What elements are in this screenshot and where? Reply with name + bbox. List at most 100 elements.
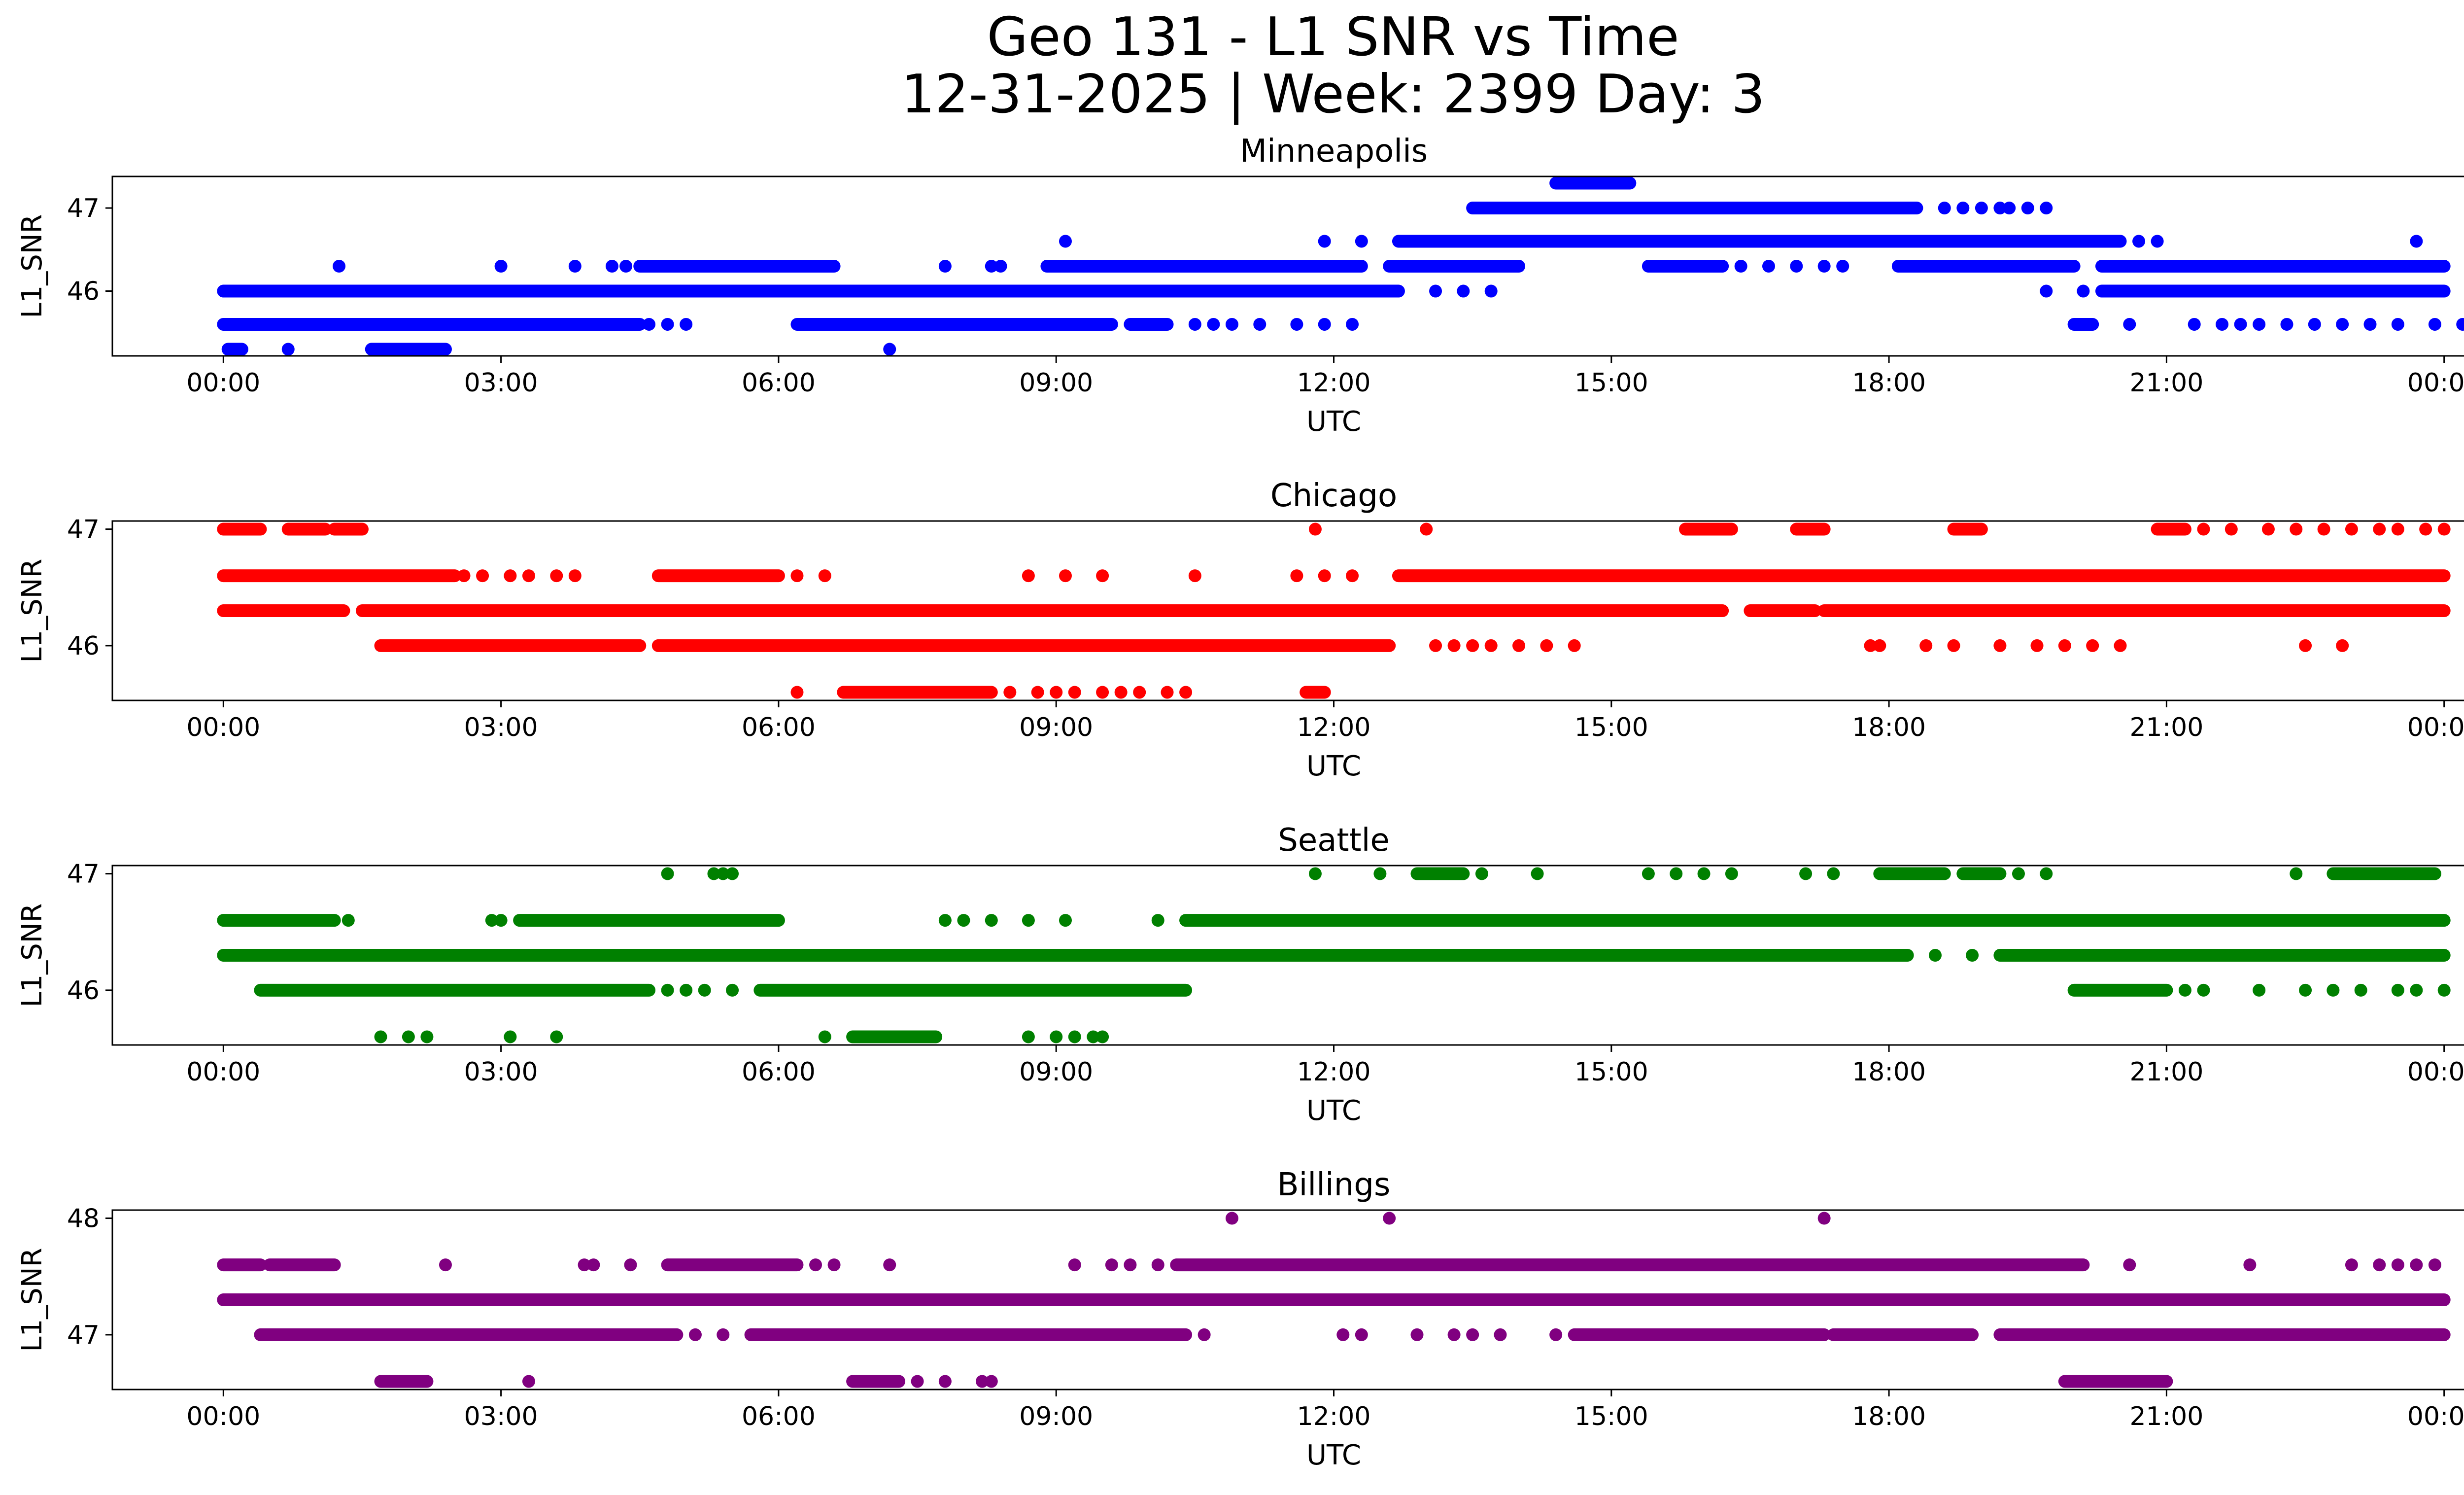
subplot-billings: Billings 00:00 03:00 06:00 09:00 12:00 15:00 18… (16, 1167, 2464, 1471)
data-point (698, 983, 711, 997)
data-point (2178, 983, 2191, 997)
data-point (2345, 1258, 2358, 1272)
data-point (2373, 1258, 2386, 1272)
data-point (522, 1375, 535, 1388)
data-point (2345, 522, 2358, 536)
data-point (457, 569, 471, 583)
data-point (1336, 1328, 1350, 1341)
x-tick-label: 09:00 (1019, 368, 1093, 398)
data-point (1475, 867, 1488, 880)
data-point-run (217, 604, 350, 617)
data-point (2123, 1258, 2136, 1272)
data-point-run (1827, 1328, 1979, 1341)
data-point (1725, 867, 1738, 880)
data-point-run (1410, 867, 1470, 880)
data-point-run (355, 604, 1729, 617)
data-point (522, 569, 535, 583)
data-point (1198, 1328, 1211, 1341)
x-tick-label: 15:00 (1574, 1402, 1648, 1431)
data-point (2077, 284, 2090, 298)
data-point (2040, 284, 2053, 298)
data-point (2114, 639, 2127, 652)
data-point (2456, 317, 2464, 331)
y-tick-label: 47 (67, 860, 100, 889)
data-point (476, 569, 489, 583)
data-point (1373, 867, 1387, 880)
figure-title-line2: 12-31-2025 | Week: 2399 Day: 3 (901, 64, 1765, 125)
data-point (1161, 686, 1174, 699)
x-tick-label: 03:00 (464, 1402, 538, 1431)
data-point-run (221, 343, 248, 356)
data-point (605, 260, 618, 273)
figure-title-line1: Geo 131 - L1 SNR vs Time (987, 6, 1679, 68)
data-point (1290, 317, 1303, 331)
data-point (1022, 914, 1035, 927)
data-point (624, 1258, 637, 1272)
x-tick-label: 09:00 (1019, 1402, 1093, 1431)
data-point-run (217, 522, 267, 536)
data-point (1429, 284, 1442, 298)
data-point-run (513, 914, 785, 927)
data-point (717, 1328, 730, 1341)
data-points (217, 176, 2464, 356)
data-point (2188, 317, 2201, 331)
x-tick-label: 06:00 (742, 368, 816, 398)
x-tick-label: 12:00 (1297, 713, 1371, 742)
subplot-title: Minneapolis (1240, 133, 1428, 170)
data-point-run (846, 1375, 906, 1388)
data-point (1420, 522, 1433, 536)
data-point (1512, 639, 1526, 652)
data-point-run (1947, 522, 1988, 536)
data-point (1975, 202, 1988, 215)
data-point (1114, 686, 1128, 699)
data-point (1864, 639, 1877, 652)
data-point (1096, 1030, 1109, 1043)
data-point (1993, 639, 2007, 652)
data-point (2327, 983, 2340, 997)
data-point (1318, 569, 1331, 583)
data-point (568, 260, 582, 273)
data-point (1253, 317, 1266, 331)
data-point (1225, 1212, 1238, 1225)
data-point-run (281, 522, 332, 536)
data-point (1494, 1328, 1507, 1341)
x-tick-label: 15:00 (1574, 713, 1648, 742)
x-tick-label: 12:00 (1297, 368, 1371, 398)
x-tick-label: 00:00 (2407, 1057, 2464, 1087)
data-point (1124, 1258, 1137, 1272)
data-point (688, 1328, 702, 1341)
data-point-run (374, 1375, 434, 1388)
x-tick-label: 21:00 (2129, 1057, 2203, 1087)
data-point (1188, 569, 1201, 583)
data-point (1346, 317, 1359, 331)
data-point (2216, 317, 2229, 331)
data-point-run (2095, 284, 2451, 298)
data-point (578, 1258, 591, 1272)
data-point (2391, 522, 2404, 536)
data-point (1429, 639, 1442, 652)
x-tick-label: 12:00 (1297, 1402, 1371, 1431)
data-point-run (2095, 260, 2451, 273)
data-point (790, 569, 804, 583)
data-point (494, 260, 508, 273)
data-point (1225, 317, 1238, 331)
data-point-run (1642, 260, 1729, 273)
data-point (1734, 260, 1747, 273)
x-tick-label: 15:00 (1574, 368, 1648, 398)
data-point (985, 1375, 998, 1388)
data-point (1096, 569, 1109, 583)
data-point (1466, 1328, 1479, 1341)
data-point (1151, 1258, 1164, 1272)
y-axis-label: L1_SNR (16, 214, 48, 318)
data-point (2030, 639, 2044, 652)
data-point (726, 867, 739, 880)
data-point (2336, 639, 2349, 652)
data-point (1836, 260, 1849, 273)
data-point (420, 1030, 434, 1043)
y-axis-label: L1_SNR (16, 903, 48, 1007)
data-point (374, 1030, 387, 1043)
data-point-run (1891, 260, 2081, 273)
data-point (1059, 235, 1072, 248)
data-point (1318, 235, 1331, 248)
data-point (333, 260, 346, 273)
